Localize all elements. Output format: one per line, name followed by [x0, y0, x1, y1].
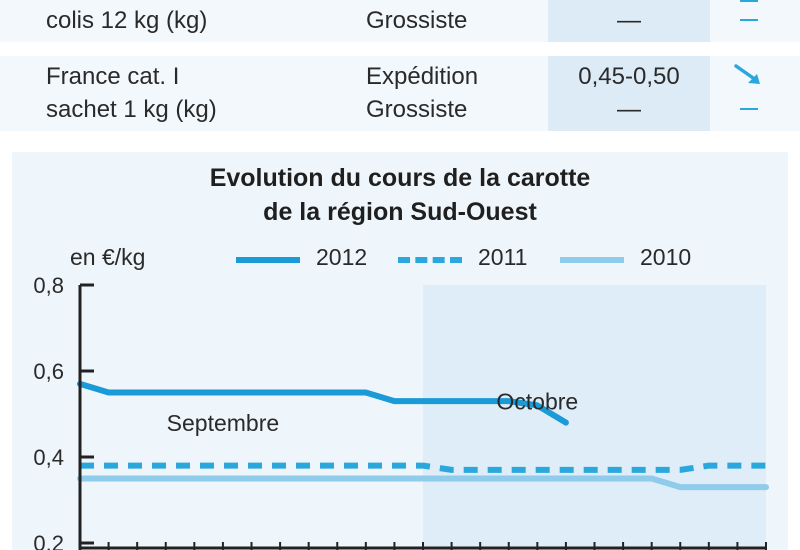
series-line-2010: [77, 475, 769, 491]
product-cell: France cat. I sachet 1 kg (kg): [30, 56, 318, 131]
trend-dash-icon: [740, 0, 758, 2]
stage-cell: Expédition Grossiste: [348, 56, 548, 131]
price-line-2: —: [617, 7, 641, 34]
trend-cell: [712, 0, 784, 42]
month-label: Septembre: [167, 410, 280, 436]
y-tick-label: 0,6: [33, 359, 64, 384]
product-line-2: colis 12 kg (kg): [46, 7, 208, 34]
stage-line-1: Expédition: [366, 63, 479, 90]
october-region: [423, 285, 766, 550]
price-cell: 0,45-0,50 —: [548, 56, 710, 131]
series-line-2012: [77, 380, 569, 426]
price-line-1: 0,45-0,50: [578, 63, 680, 90]
september-region: [80, 285, 423, 550]
month-label: Octobre: [496, 389, 578, 415]
legend-label-2010: 2010: [640, 244, 692, 270]
down-right-arrow-icon: [734, 64, 760, 84]
product-line-1: France cat. I: [46, 63, 180, 90]
y-tick-label: 0,2: [33, 531, 64, 550]
price-cell: —: [548, 0, 710, 42]
stage-line-2: Grossiste: [366, 7, 468, 34]
legend-swatch-2011: [398, 257, 462, 263]
y-tick-label: 0,4: [33, 445, 64, 470]
y-axis-unit-label: en €/kg: [70, 244, 146, 270]
stage-line-2: Grossiste: [366, 96, 468, 123]
price-table: colis 12 kg (kg) Grossiste — France cat.…: [0, 0, 800, 142]
table-row: colis 12 kg (kg) Grossiste —: [0, 0, 800, 42]
legend-swatch-2010: [560, 257, 624, 263]
trend-dash-icon: [740, 108, 758, 110]
series-line-2011: [80, 462, 766, 473]
trend-dash-icon: [740, 19, 758, 21]
stage-cell: Grossiste: [348, 0, 548, 42]
price-line-2: —: [617, 96, 641, 123]
trend-cell: [712, 56, 784, 131]
legend-label-2012: 2012: [316, 244, 368, 270]
y-tick-label: 0,8: [33, 273, 64, 298]
product-line-2: sachet 1 kg (kg): [46, 96, 217, 123]
legend-swatch-2012: [236, 257, 300, 263]
legend-label-2011: 2011: [478, 244, 528, 270]
chart-title-line-1: Evolution du cours de la carotte: [209, 164, 591, 192]
chart-title-line-2: de la région Sud-Ouest: [263, 198, 537, 226]
product-cell: colis 12 kg (kg): [30, 0, 318, 42]
table-row: France cat. I sachet 1 kg (kg) Expéditio…: [0, 56, 800, 131]
